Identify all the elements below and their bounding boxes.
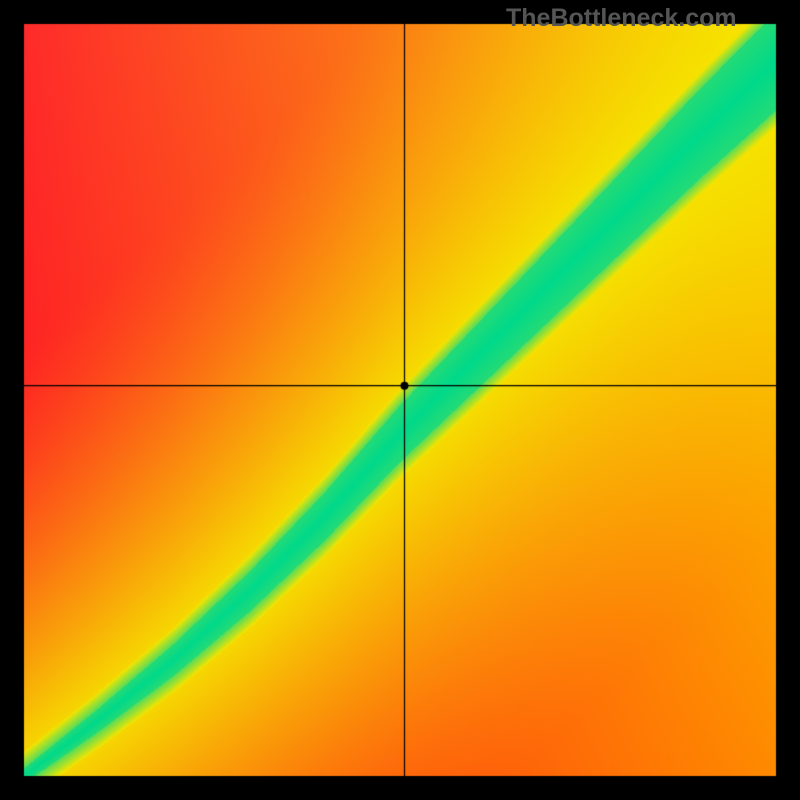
chart-frame: TheBottleneck.com [0, 0, 800, 800]
watermark-text: TheBottleneck.com [506, 4, 737, 33]
bottleneck-heatmap [0, 0, 800, 800]
